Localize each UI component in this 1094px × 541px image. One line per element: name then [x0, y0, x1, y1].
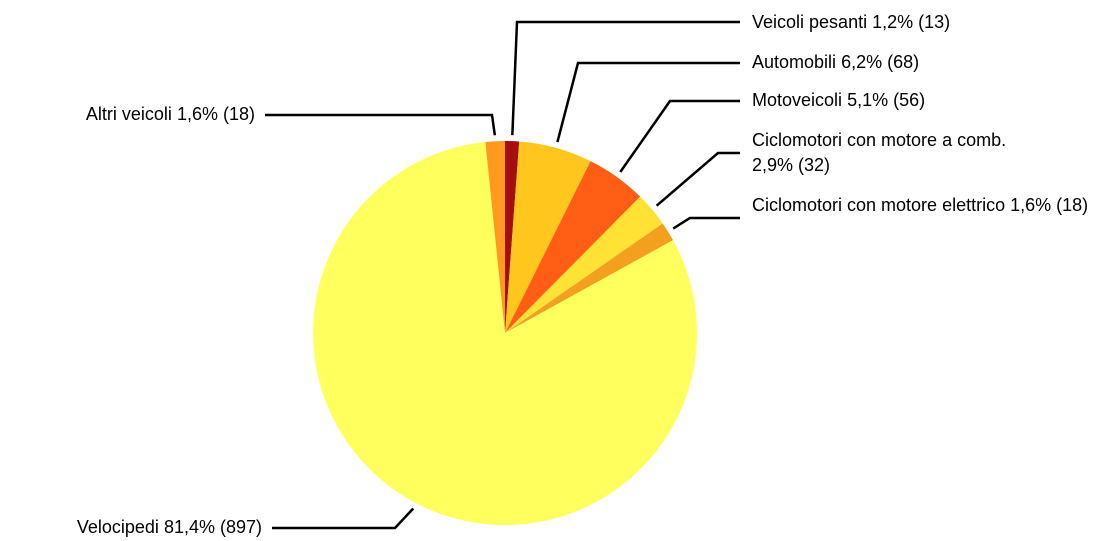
- category-name: Altri veicoli: [85, 104, 172, 124]
- pie-slice: [485, 141, 505, 333]
- category-name: Ciclomotori con motore a comb.: [752, 130, 1007, 150]
- leader-line: [265, 113, 497, 136]
- pie-slice: [505, 141, 591, 333]
- leader-line: [511, 20, 740, 136]
- slice-label: Altri veicoli 1,6% (18): [0, 102, 255, 127]
- slice-label: Ciclomotori con motore a comb. 2,9% (32): [752, 128, 1042, 178]
- leader-line: [655, 151, 740, 207]
- leader-line: [672, 216, 740, 230]
- value-label: 6,2% (68): [841, 52, 920, 72]
- category-name: Velocipedi: [76, 517, 159, 537]
- slice-label: Velocipedi 81,4% (897): [0, 515, 262, 540]
- category-name: Veicoli pesanti: [752, 12, 868, 32]
- value-label: 5,1% (56): [847, 90, 926, 110]
- value-label: 1,6% (18): [1010, 195, 1089, 215]
- leader-line: [619, 99, 740, 173]
- slice-label: Automobili 6,2% (68): [752, 50, 1092, 75]
- pie-slice: [505, 161, 641, 333]
- category-name: Motoveicoli: [752, 90, 843, 110]
- category-name: Ciclomotori con motore elettrico: [752, 195, 1006, 215]
- slice-label: Ciclomotori con motore elettrico 1,6% (1…: [752, 193, 1094, 218]
- slice-label: Veicoli pesanti 1,2% (13): [752, 10, 1092, 35]
- leader-line: [556, 61, 740, 143]
- pie-slice: [505, 196, 663, 333]
- value-label: 2,9% (32): [752, 155, 831, 175]
- pie-slice: [505, 223, 674, 333]
- value-label: 81,4% (897): [163, 517, 262, 537]
- slice-label: Motoveicoli 5,1% (56): [752, 88, 1092, 113]
- pie-slice: [313, 142, 697, 525]
- leader-line: [272, 507, 415, 530]
- pie-slice: [505, 141, 520, 333]
- value-label: 1,2% (13): [872, 12, 951, 32]
- category-name: Automobili: [752, 52, 837, 72]
- value-label: 1,6% (18): [176, 104, 255, 124]
